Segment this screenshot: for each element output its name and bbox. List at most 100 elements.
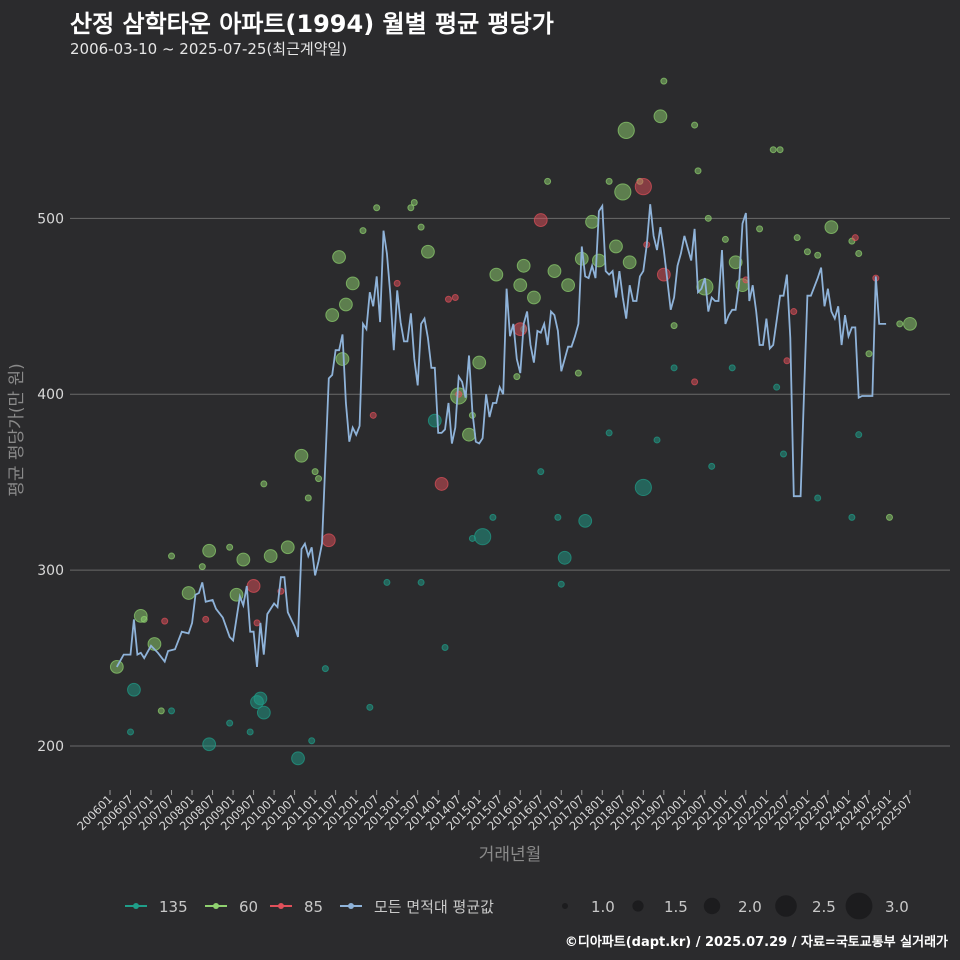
y-tick-200: 200 bbox=[37, 739, 64, 755]
y-tick-400: 400 bbox=[37, 387, 64, 403]
point-60-15 bbox=[332, 250, 346, 264]
legend-marker-0 bbox=[133, 903, 139, 909]
point-135-5 bbox=[253, 691, 268, 706]
point-60-41 bbox=[168, 552, 176, 560]
legend-label-0: 135 bbox=[159, 898, 188, 916]
legend-marker-1 bbox=[213, 903, 219, 909]
point-135-17 bbox=[321, 665, 329, 673]
point-60-50 bbox=[407, 204, 415, 212]
point-85-1 bbox=[246, 579, 261, 593]
legend-size-4 bbox=[845, 892, 873, 920]
point-60-38 bbox=[660, 77, 668, 85]
point-60-25 bbox=[527, 290, 541, 305]
point-60-30 bbox=[591, 253, 606, 268]
point-135-16 bbox=[308, 737, 316, 745]
point-135-36 bbox=[557, 580, 565, 588]
legend-size-label-1: 1.5 bbox=[664, 898, 688, 916]
point-60-2 bbox=[617, 121, 635, 139]
average-line-path bbox=[116, 203, 887, 668]
point-60-29 bbox=[585, 214, 599, 229]
y-tick-300: 300 bbox=[37, 563, 64, 579]
legend-label-2: 85 bbox=[304, 898, 323, 916]
x-axis-label: 거래년월 bbox=[479, 845, 542, 865]
point-135-20 bbox=[441, 644, 449, 652]
point-60-19 bbox=[421, 244, 435, 259]
legend: 135 60 85 모든 면적대 평균값 1.0 1.5 2.0 2.5 3.0 bbox=[125, 892, 909, 920]
point-60-7 bbox=[181, 586, 196, 600]
legend-label-1: 60 bbox=[239, 898, 258, 916]
point-135-19 bbox=[383, 578, 391, 586]
legend-size-label-0: 1.0 bbox=[591, 898, 615, 916]
point-85-17 bbox=[691, 378, 699, 386]
point-60-14 bbox=[325, 308, 340, 322]
point-60-66 bbox=[776, 146, 784, 154]
point-60-10 bbox=[236, 552, 251, 567]
point-60-67 bbox=[793, 234, 801, 242]
point-60-37 bbox=[903, 316, 917, 331]
point-60-73 bbox=[885, 513, 893, 521]
legend-size-0 bbox=[562, 903, 568, 909]
point-135-9 bbox=[557, 550, 572, 565]
point-135-15 bbox=[246, 728, 254, 736]
x-tick-labels: 2006012006072007012007072008012008072009… bbox=[74, 790, 915, 833]
point-60-47 bbox=[311, 468, 319, 476]
point-135-7 bbox=[291, 751, 305, 766]
point-85-11 bbox=[369, 411, 377, 419]
point-135-33 bbox=[670, 364, 678, 372]
point-60-13 bbox=[294, 448, 309, 463]
point-60-49 bbox=[373, 204, 381, 212]
point-60-32 bbox=[622, 255, 637, 270]
point-135-12 bbox=[127, 728, 135, 736]
point-60-17 bbox=[338, 297, 353, 312]
point-60-65 bbox=[769, 146, 777, 154]
point-85-13 bbox=[444, 295, 452, 303]
point-85-0 bbox=[634, 178, 652, 196]
point-85-20 bbox=[790, 308, 798, 316]
point-85-9 bbox=[253, 619, 261, 627]
point-135-35 bbox=[728, 364, 736, 372]
point-60-64 bbox=[756, 225, 764, 233]
point-60-44 bbox=[260, 480, 268, 488]
point-85-21 bbox=[851, 234, 859, 242]
legend-size-2 bbox=[703, 897, 721, 915]
point-135-1 bbox=[634, 478, 652, 497]
point-85-8 bbox=[202, 615, 210, 623]
point-135-28 bbox=[814, 494, 822, 502]
point-60-63 bbox=[721, 235, 729, 243]
point-60-72 bbox=[865, 350, 873, 358]
point-60-45 bbox=[304, 494, 312, 502]
legend-size-label-3: 2.5 bbox=[812, 898, 836, 916]
point-60-71 bbox=[855, 249, 863, 257]
point-135-0 bbox=[474, 528, 492, 546]
point-135-25 bbox=[653, 436, 661, 444]
point-135-32 bbox=[554, 513, 562, 521]
point-60-55 bbox=[544, 177, 552, 185]
point-60-23 bbox=[513, 278, 528, 293]
point-135-10 bbox=[578, 513, 593, 528]
chart-title: 산정 삼학타운 아파트(1994) 월별 평균 평당가 bbox=[70, 10, 554, 38]
point-85-14 bbox=[451, 293, 459, 301]
point-135-26 bbox=[708, 462, 716, 470]
footer-credit: ©디아파트(dapt.kr) / 2025.07.29 / 자료=국토교통부 실… bbox=[564, 935, 948, 950]
point-135-24 bbox=[605, 429, 613, 437]
point-60-52 bbox=[417, 223, 425, 231]
point-85-12 bbox=[393, 279, 401, 287]
point-60-61 bbox=[694, 167, 702, 175]
point-60-8 bbox=[202, 543, 217, 558]
point-135-27 bbox=[780, 450, 788, 458]
point-60-1 bbox=[614, 183, 632, 201]
chart-subtitle: 2006-03-10 ~ 2025-07-25(최근계약일) bbox=[70, 40, 348, 58]
y-axis-label: 평균 평당가(만 원) bbox=[7, 363, 27, 497]
point-85-7 bbox=[161, 617, 169, 625]
point-60-11 bbox=[263, 549, 278, 563]
point-85-2 bbox=[321, 533, 336, 548]
point-60-12 bbox=[280, 540, 295, 555]
y-tick-labels: 200 300 400 500 bbox=[37, 211, 64, 755]
point-60-68 bbox=[803, 248, 811, 256]
point-60-21 bbox=[472, 355, 487, 370]
legend-marker-3 bbox=[348, 903, 354, 909]
point-135-29 bbox=[855, 431, 863, 439]
point-60-60 bbox=[691, 121, 699, 129]
point-60-33 bbox=[653, 109, 668, 124]
point-60-46 bbox=[315, 475, 323, 483]
